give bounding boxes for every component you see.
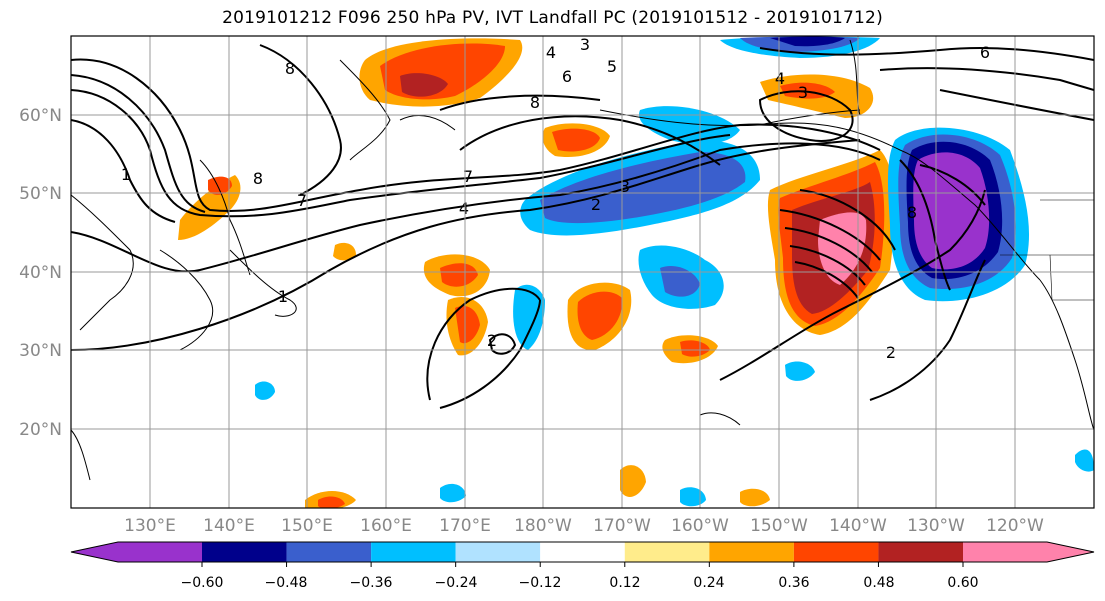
colorbar-tick-label: −0.24 xyxy=(435,575,478,591)
colorbar-segment xyxy=(793,542,879,562)
contour-label: 3 xyxy=(798,83,808,102)
map-content: 3 4 5 6 8 8 7 4 3 2 1 1 2 2 8 3 4 6 7 8 xyxy=(71,35,1094,508)
contour-label: 8 xyxy=(285,59,295,78)
latitude-labels: 60°N 50°N 40°N 30°N 20°N xyxy=(19,106,62,440)
lon-label: 180°W xyxy=(514,516,572,536)
lon-label: 120°W xyxy=(986,516,1044,536)
lon-label: 160°W xyxy=(671,516,729,536)
gridlines xyxy=(71,36,1094,508)
colorbar-tick-label: −0.36 xyxy=(350,575,393,591)
contour-label: 3 xyxy=(620,177,630,196)
colorbar-segment xyxy=(709,542,794,562)
contour-label: 8 xyxy=(253,169,263,188)
political-borders xyxy=(1000,199,1094,301)
map-frame xyxy=(70,35,1095,509)
colorbar-tick-label: 0.36 xyxy=(778,575,809,591)
colorbar-tick-label: −0.60 xyxy=(181,575,224,591)
lat-label: 20°N xyxy=(19,420,62,440)
lon-label: 130°E xyxy=(124,516,176,536)
lon-label: 170°W xyxy=(593,516,651,536)
colorbar-segment xyxy=(371,542,456,562)
longitude-labels: 130°E 140°E 150°E 160°E 170°E 180°W 170°… xyxy=(124,516,1044,536)
contour-label: 3 xyxy=(580,35,590,54)
lon-label: 150°E xyxy=(281,516,333,536)
colorbar-segment xyxy=(624,542,710,562)
colorbar-tick-label: 0.24 xyxy=(693,575,724,591)
colorbar-tick-label: −0.12 xyxy=(519,575,562,591)
contour-label: 6 xyxy=(562,67,572,86)
contour-labels: 3 4 5 6 8 8 7 4 3 2 1 1 2 2 8 3 4 6 7 8 xyxy=(121,35,990,362)
positive-anomaly-shading xyxy=(178,38,895,508)
colorbar-segment xyxy=(878,542,963,562)
contour-label: 1 xyxy=(278,287,288,306)
colorbar-segment xyxy=(202,542,287,562)
colorbar-segment xyxy=(71,542,202,562)
lon-label: 160°E xyxy=(360,516,412,536)
contour-label: 6 xyxy=(980,43,990,62)
colorbar xyxy=(70,541,1095,567)
colorbar-tick-label: 0.48 xyxy=(863,575,894,591)
lon-label: 150°W xyxy=(750,516,808,536)
colorbar-segment xyxy=(540,542,625,562)
contour-label: 4 xyxy=(459,199,469,218)
contour-label: 2 xyxy=(487,331,497,350)
pv-contours xyxy=(71,44,1094,409)
lon-label: 140°W xyxy=(829,516,887,536)
lon-label: 170°E xyxy=(439,516,491,536)
lon-label: 130°W xyxy=(907,516,965,536)
colorbar-tick-label: 0.12 xyxy=(609,575,640,591)
contour-label: 4 xyxy=(775,69,785,88)
negative-anomaly-shading xyxy=(255,36,1094,507)
colorbar-segment xyxy=(963,542,1094,562)
colorbar-tick-label: −0.48 xyxy=(265,575,308,591)
colorbar-segment xyxy=(286,542,372,562)
contour-label: 8 xyxy=(530,93,540,112)
contour-label: 2 xyxy=(591,195,601,214)
lat-label: 40°N xyxy=(19,263,62,283)
figure-title: 2019101212 F096 250 hPa PV, IVT Landfall… xyxy=(222,8,883,28)
contour-label: 1 xyxy=(121,165,131,184)
lat-label: 30°N xyxy=(19,341,62,361)
colorbar-outline xyxy=(70,541,1095,563)
contour-label: 5 xyxy=(607,57,617,76)
contour-label: 8 xyxy=(907,203,917,222)
lat-label: 50°N xyxy=(19,184,62,204)
colorbar-ticks: −0.60 −0.48 −0.36 −0.24 −0.12 0.12 0.24 … xyxy=(181,575,979,591)
contour-label: 4 xyxy=(546,43,556,62)
contour-label: 7 xyxy=(297,191,307,210)
colorbar-segment xyxy=(455,542,541,562)
lat-label: 60°N xyxy=(19,106,62,126)
colorbar-tick-label: 0.60 xyxy=(947,575,978,591)
contour-label: 2 xyxy=(886,343,896,362)
contour-label: 7 xyxy=(463,167,473,186)
lon-label: 140°E xyxy=(203,516,255,536)
